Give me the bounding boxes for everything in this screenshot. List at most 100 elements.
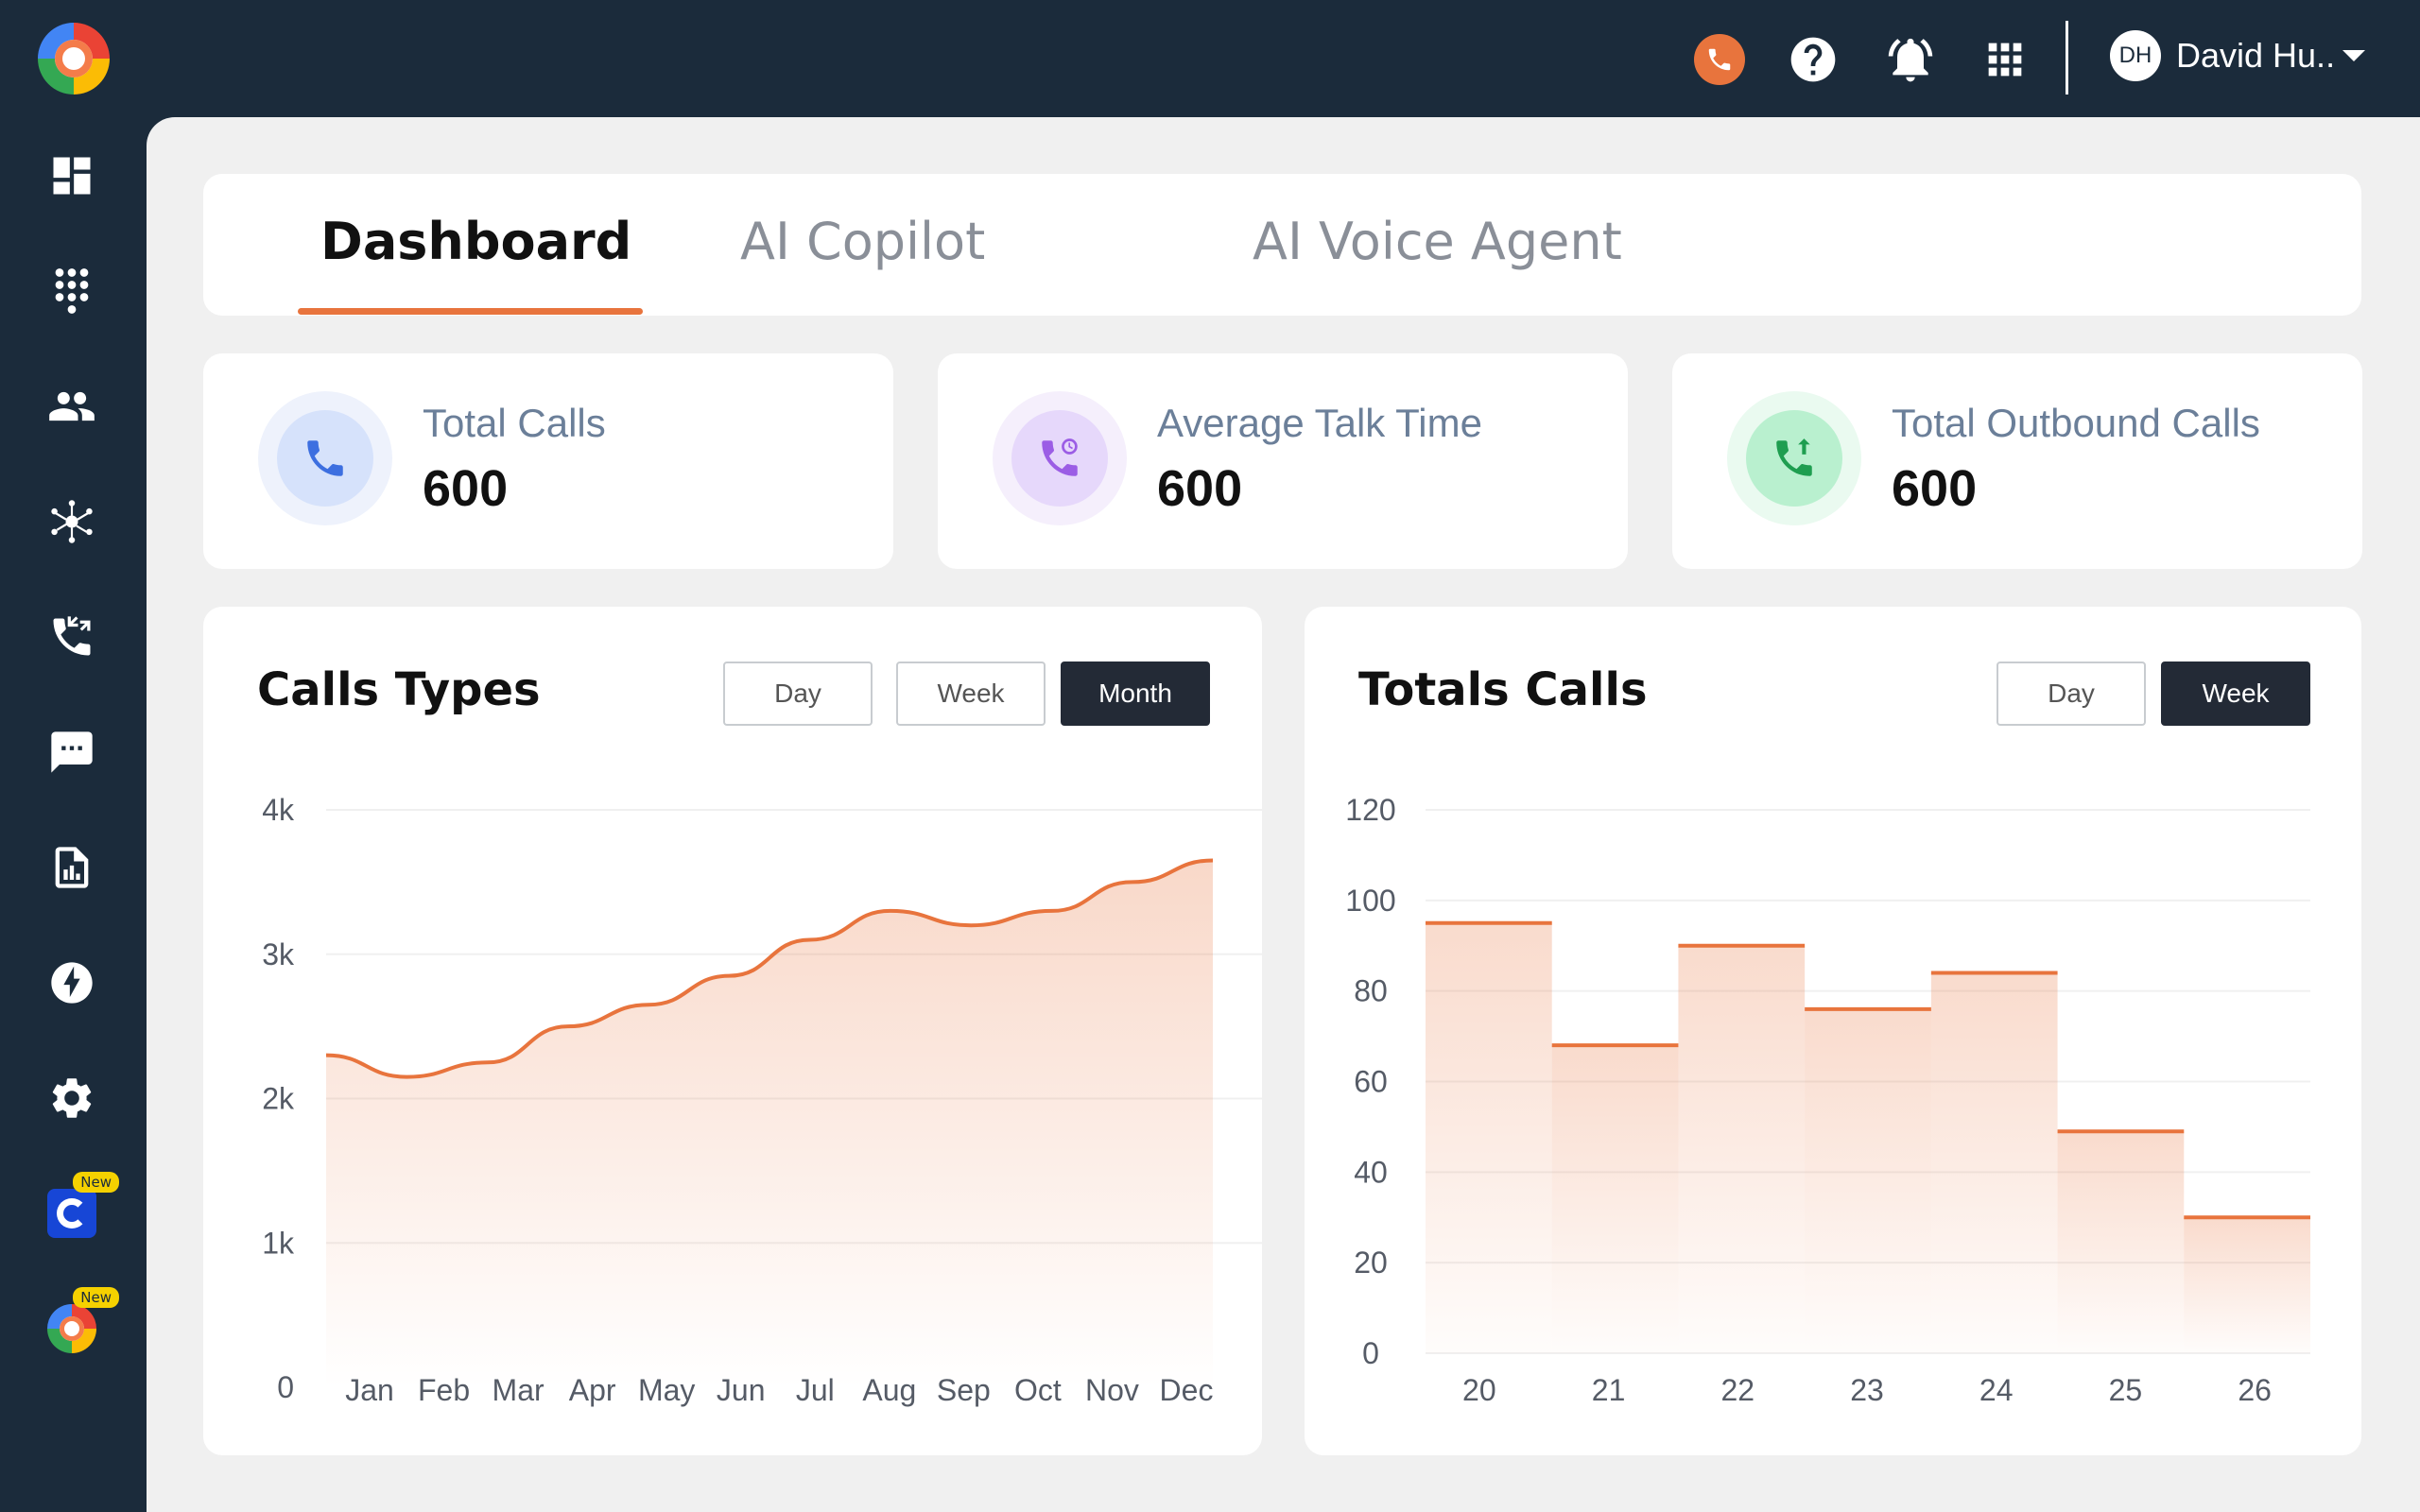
tab-ai-voice-agent[interactable]: AI Voice Agent: [1253, 212, 1622, 271]
bar: [1551, 1045, 1679, 1353]
avatar: DH: [2110, 30, 2161, 81]
app-logo-icon[interactable]: New: [45, 1287, 119, 1355]
stat-card-average-talk-time: Average Talk Time 600: [938, 353, 1628, 569]
user-menu[interactable]: DH David Hu..: [2110, 30, 2366, 81]
totals-calls-chart: 0 20 40 60 80 100 120 20 21 22 23 24 25 26: [1345, 793, 2310, 1407]
dashboard-icon[interactable]: [45, 149, 98, 202]
x-tick-label: Sep: [937, 1373, 991, 1407]
call-button[interactable]: [1693, 33, 1746, 86]
app-c-icon-tile: [47, 1189, 96, 1238]
y-tick-label: 20: [1354, 1246, 1388, 1280]
x-tick-label: 25: [2109, 1373, 2143, 1407]
settings-icon[interactable]: [45, 1072, 98, 1125]
area-fill: [326, 860, 1213, 1387]
x-tick-label: Jul: [796, 1373, 835, 1407]
new-badge: New: [73, 1172, 119, 1193]
y-tick-label: 2k: [262, 1082, 295, 1116]
dialpad-icon[interactable]: [45, 265, 98, 318]
chevron-down-icon: [2342, 50, 2366, 61]
stat-value: 600: [1157, 460, 1243, 517]
stat-label: Total Outbound Calls: [1892, 401, 2260, 445]
x-tick-label: Nov: [1085, 1373, 1139, 1407]
stat-label: Total Calls: [423, 401, 606, 445]
stat-icon-bg: [1727, 391, 1861, 525]
range-month-button[interactable]: Month: [1061, 662, 1210, 726]
y-tick-label: 120: [1345, 793, 1395, 827]
y-tick-label: 4k: [262, 793, 295, 827]
y-tick-label: 80: [1354, 974, 1388, 1008]
sidebar: New New: [0, 0, 147, 1512]
app-logo-center: [60, 1316, 84, 1341]
range-week-button[interactable]: Week: [896, 662, 1046, 726]
x-tick-label: Mar: [493, 1373, 544, 1407]
x-tick-label: Jun: [717, 1373, 766, 1407]
phone-outbound-icon: [1746, 410, 1842, 507]
call-transfer-icon[interactable]: [45, 610, 98, 663]
stat-icon-bg: [993, 391, 1127, 525]
range-day-button[interactable]: Day: [1996, 662, 2146, 726]
series-line: [325, 858, 1214, 1079]
app-logo-circle: [47, 1304, 96, 1353]
x-tick-label: May: [638, 1373, 695, 1407]
y-tick-label: 100: [1345, 884, 1395, 918]
calls-types-card: Calls Types Day Week Month 0 1k 2k 3k 4k Jan F…: [203, 607, 1262, 1455]
x-tick-label: 22: [1720, 1373, 1754, 1407]
x-tick-label: 23: [1850, 1373, 1884, 1407]
y-tick-label: 60: [1354, 1065, 1388, 1099]
bar: [1678, 945, 1806, 1353]
x-tick-label: Oct: [1014, 1373, 1062, 1407]
stat-card-total-outbound-calls: Total Outbound Calls 600: [1672, 353, 2362, 569]
tab-bar: Dashboard AI Copilot AI Voice Agent: [203, 174, 2361, 316]
apps-grid-icon[interactable]: [1979, 33, 2031, 86]
range-week-button[interactable]: Week: [2161, 662, 2310, 726]
stat-label: Average Talk Time: [1157, 401, 1482, 445]
notification-bell-icon[interactable]: [1884, 33, 1937, 86]
stat-value: 600: [423, 460, 509, 517]
integrations-icon[interactable]: [45, 495, 98, 548]
y-tick-label: 40: [1354, 1155, 1388, 1189]
automation-icon[interactable]: [45, 956, 98, 1009]
x-tick-label: Jan: [345, 1373, 394, 1407]
phone-clock-icon: [1011, 410, 1108, 507]
y-tick-label: 1k: [262, 1226, 295, 1260]
app-logo[interactable]: [38, 23, 110, 94]
stat-icon-bg: [258, 391, 392, 525]
stat-value: 600: [1892, 460, 1978, 517]
stat-card-total-calls: Total Calls 600: [203, 353, 893, 569]
messages-icon[interactable]: [45, 726, 98, 779]
bar: [2057, 1131, 2185, 1353]
y-tick-label: 0: [1362, 1336, 1379, 1370]
bar: [1930, 972, 2058, 1353]
y-tick-label: 3k: [262, 937, 295, 971]
tab-ai-copilot[interactable]: AI Copilot: [740, 212, 986, 271]
x-tick-label: Dec: [1160, 1373, 1214, 1407]
help-icon[interactable]: [1787, 33, 1840, 86]
contacts-icon[interactable]: [45, 380, 98, 433]
range-day-button[interactable]: Day: [723, 662, 873, 726]
bar: [2184, 1217, 2310, 1353]
active-tab-indicator: [298, 308, 643, 315]
phone-icon: [277, 410, 373, 507]
reports-icon[interactable]: [45, 841, 98, 894]
x-tick-label: Aug: [862, 1373, 916, 1407]
main-content: Dashboard AI Copilot AI Voice Agent Tota…: [147, 117, 2420, 1512]
x-tick-label: Feb: [418, 1373, 470, 1407]
phone-icon: [1694, 34, 1745, 85]
app-c-icon[interactable]: New: [45, 1172, 119, 1240]
c-glyph: [57, 1198, 87, 1228]
chart-title: Totals Calls: [1358, 663, 1648, 716]
x-tick-label: 24: [1979, 1373, 2014, 1407]
calls-types-chart: 0 1k 2k 3k 4k Jan Feb Mar Apr May Jun Jul Aug Sep Oct N…: [262, 793, 1262, 1407]
tab-dashboard[interactable]: Dashboard: [320, 212, 632, 271]
x-tick-label: 26: [2238, 1373, 2272, 1407]
new-badge: New: [73, 1287, 119, 1308]
top-bar: DH David Hu..: [147, 0, 2420, 117]
bar: [1805, 1008, 1931, 1353]
chart-title: Calls Types: [257, 663, 541, 716]
top-divider: [2066, 21, 2068, 94]
y-tick-label: 0: [277, 1370, 294, 1404]
bar: [1426, 922, 1552, 1353]
totals-calls-card: Totals Calls Day Week 0 20 40 60 80 100 120 20 2…: [1305, 607, 2361, 1455]
user-name: David Hu..: [2176, 36, 2336, 75]
x-tick-label: Apr: [569, 1373, 616, 1407]
